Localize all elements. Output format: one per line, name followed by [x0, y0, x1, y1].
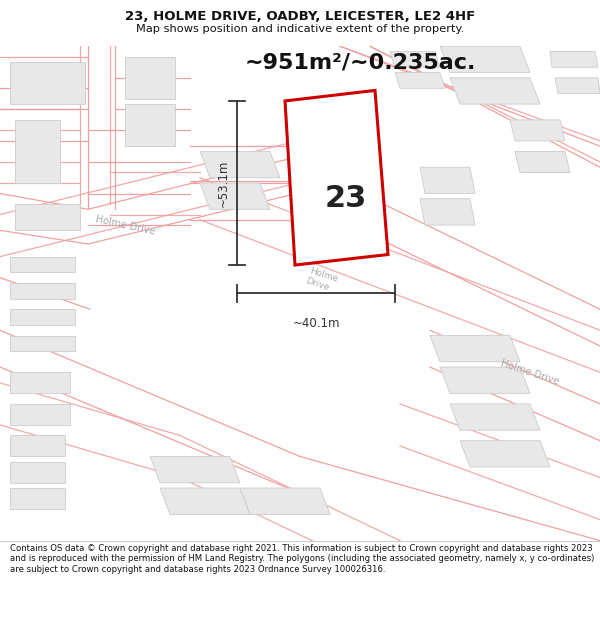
Text: ~40.1m: ~40.1m	[292, 317, 340, 329]
Polygon shape	[240, 488, 330, 514]
Polygon shape	[15, 204, 80, 231]
Polygon shape	[15, 120, 60, 183]
Polygon shape	[10, 336, 75, 351]
Polygon shape	[420, 168, 475, 194]
Text: Holme
Drive: Holme Drive	[305, 266, 339, 294]
Polygon shape	[125, 57, 175, 99]
Polygon shape	[285, 91, 388, 265]
Polygon shape	[430, 336, 520, 362]
Polygon shape	[10, 488, 65, 509]
Polygon shape	[395, 72, 445, 88]
Text: Holme Drive: Holme Drive	[500, 358, 560, 386]
Polygon shape	[290, 157, 360, 183]
Text: ~951m²/~0.235ac.: ~951m²/~0.235ac.	[244, 52, 476, 72]
Polygon shape	[450, 404, 540, 430]
Polygon shape	[200, 151, 280, 178]
Text: 23: 23	[325, 184, 367, 213]
Polygon shape	[290, 188, 360, 214]
Polygon shape	[550, 51, 598, 68]
Polygon shape	[10, 257, 75, 272]
Polygon shape	[10, 62, 85, 104]
Polygon shape	[515, 151, 570, 173]
Polygon shape	[390, 51, 440, 68]
Polygon shape	[125, 104, 175, 146]
Polygon shape	[10, 283, 75, 299]
Polygon shape	[450, 78, 540, 104]
Polygon shape	[10, 462, 65, 482]
Polygon shape	[160, 488, 250, 514]
Polygon shape	[200, 183, 270, 209]
Polygon shape	[440, 46, 530, 72]
Polygon shape	[420, 199, 475, 225]
Polygon shape	[555, 78, 600, 94]
Polygon shape	[10, 404, 70, 425]
Text: 23, HOLME DRIVE, OADBY, LEICESTER, LE2 4HF: 23, HOLME DRIVE, OADBY, LEICESTER, LE2 4…	[125, 10, 475, 23]
Polygon shape	[10, 436, 65, 456]
Text: Holme Drive: Holme Drive	[94, 214, 156, 236]
Text: ~53.1m: ~53.1m	[217, 159, 229, 207]
Polygon shape	[10, 309, 75, 325]
Polygon shape	[510, 120, 565, 141]
Polygon shape	[440, 367, 530, 393]
Text: Contains OS data © Crown copyright and database right 2021. This information is : Contains OS data © Crown copyright and d…	[10, 544, 594, 574]
Polygon shape	[150, 456, 240, 482]
Text: Map shows position and indicative extent of the property.: Map shows position and indicative extent…	[136, 24, 464, 34]
Polygon shape	[460, 441, 550, 467]
Polygon shape	[10, 372, 70, 393]
